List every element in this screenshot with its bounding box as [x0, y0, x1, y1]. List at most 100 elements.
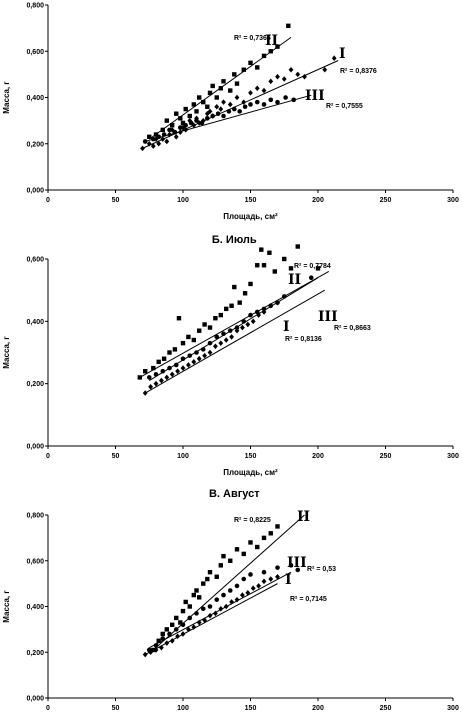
chart-2-series-i-point	[196, 355, 202, 362]
chart-2-series-i-point	[256, 312, 261, 318]
chart-2-x-tick-label: 300	[447, 453, 459, 460]
chart-3-series-i-point	[229, 599, 234, 605]
chart-2-series-ii-point	[137, 375, 142, 380]
chart-1-series-iii-point	[215, 111, 221, 116]
chart-1-series-i-point	[218, 106, 224, 112]
chart-1-series-iii-point	[205, 116, 210, 121]
chart-2-series-i-point	[169, 371, 175, 378]
chart-2-series-i-point	[218, 340, 224, 346]
chart-3-series-i-point	[261, 578, 267, 585]
chart-3-series-i-point	[256, 583, 261, 589]
chart-2-series-ii-r2-label: R² = 0,7784	[294, 263, 331, 270]
chart-1-series-i-point	[234, 94, 240, 101]
chart-3-series-iii-point	[248, 572, 253, 577]
chart-2-series-iii-point	[248, 312, 253, 318]
chart-3-series-i-trendline	[144, 583, 278, 655]
chart-2-series-ii-point	[186, 334, 191, 340]
chart-1-series-ii-point	[234, 81, 240, 86]
chart-3-series-i-point	[240, 592, 245, 598]
chart-3-x-tick-label: 250	[380, 705, 392, 712]
chart-2-series-ii-point	[161, 356, 167, 361]
chart-1-series-ii-point	[286, 23, 291, 29]
chart-1-series-ii-point	[205, 104, 210, 109]
chart-3-series-i-point	[186, 626, 191, 633]
chart-1-series-iii-point	[268, 97, 274, 103]
chart-1-series-iii-point	[254, 99, 260, 105]
chart-1-series-i-point	[214, 103, 220, 110]
chart-3-series-iii-r2-label: R² = 0,53	[307, 566, 336, 573]
chart-3-series-iii-point	[207, 604, 213, 609]
chart-3-series-ii-point	[234, 547, 240, 552]
chart-2-x-tick-label: 0	[46, 453, 50, 460]
chart-1-series-iii-point	[221, 113, 226, 119]
chart-3-series-ii-name-label: II	[297, 509, 310, 525]
chart-2-series-iii-point	[160, 368, 166, 374]
chart-2-series-ii-point	[272, 269, 277, 274]
chart-1-series-ii-point	[147, 134, 152, 140]
chart-2-x-tick-label: 50	[112, 453, 120, 460]
chart-1-series-ii-name-label: II	[265, 33, 278, 49]
chart-2-series-i-point	[275, 299, 280, 306]
chart-2-y-tick-label: 0,400	[26, 319, 44, 326]
chart-2-series-ii-trendline	[139, 271, 330, 378]
chart-1-x-tick-label: 0	[46, 197, 50, 204]
chart-3-series-iii-point	[261, 569, 267, 575]
chart-2-series-i-point	[240, 324, 245, 331]
chart-3-series-ii-point	[205, 576, 210, 582]
chart-1-series-iii-point	[237, 109, 242, 114]
chart-3-series-iii-point	[167, 631, 172, 637]
chart-2-series-i-point	[148, 383, 153, 390]
chart-2-y-tick-label: 0,600	[26, 257, 44, 264]
chart-1-series-iii-point	[194, 118, 199, 123]
chart-3-series-i-point	[196, 619, 202, 626]
chart-3-series-ii-point	[275, 524, 280, 529]
chart-1-series-i-name-label: I	[339, 46, 346, 62]
chart-3-series-iii-point	[241, 576, 247, 582]
chart-2-x-tick-label: 150	[245, 453, 257, 460]
chart-1-series-i-point	[322, 66, 328, 73]
chart-1-series-i-point	[221, 99, 226, 105]
chart-3-series-ii-point	[180, 608, 186, 614]
chart-2-series-i-point	[180, 365, 186, 371]
chart-1-y-axis-label: Масса, г	[2, 81, 11, 114]
chart-2-series-i-point	[202, 352, 207, 359]
chart-1-series-ii-point	[207, 90, 213, 96]
chart-1-series-iii-point	[167, 127, 172, 133]
chart-3-series-ii-point	[160, 631, 165, 637]
chart-3-series-i-point	[275, 573, 280, 580]
chart-2-series-i-point	[245, 321, 251, 328]
chart-1-series-ii-point	[178, 116, 183, 121]
chart-2-series-i-point	[250, 318, 256, 325]
chart-3-series-ii-point	[156, 638, 161, 644]
chart-2-series-ii-point	[167, 350, 172, 355]
chart-1-series-ii-point	[214, 95, 219, 100]
chart-1-series-i-point	[248, 90, 253, 96]
chart-3-series-ii-point	[248, 540, 253, 545]
chart-2-series-i-point	[213, 343, 218, 350]
chart-2-series-ii-point	[237, 300, 242, 305]
chart-3-series-ii-point	[197, 595, 202, 600]
chart-1-x-axis-label: Площадь, см²	[223, 212, 278, 221]
chart-2-series-ii-name-label: II	[288, 272, 301, 288]
chart-3-series-ii-point	[194, 588, 199, 593]
chart-2-series-ii-point	[229, 303, 234, 308]
chart-2-series-i-name-label: I	[283, 319, 290, 335]
chart-1-series-ii-point	[248, 60, 253, 66]
chart-2-series-ii-point	[207, 325, 213, 330]
chart-3-x-tick-label: 0	[46, 705, 50, 712]
chart-3-series-iii-point	[200, 606, 206, 612]
chart-1-series-i-point	[227, 101, 233, 108]
chart-2-series-iii-point	[180, 356, 186, 362]
chart-1-series-ii-point	[170, 123, 175, 128]
chart-2-series-ii-point	[191, 337, 196, 343]
chart-2-series-ii-point	[255, 263, 260, 268]
chart-2-series-ii-point	[282, 256, 287, 262]
chart-1-series-i-point	[302, 73, 307, 80]
chart-3-series-i-point	[234, 596, 240, 603]
chart-1-series-ii-point	[191, 102, 196, 107]
chart-1-x-tick-label: 150	[245, 197, 257, 204]
chart-2-x-tick-label: 100	[177, 453, 189, 460]
chart-1-series-iii-point	[275, 99, 280, 105]
chart-3-x-tick-label: 300	[447, 705, 459, 712]
